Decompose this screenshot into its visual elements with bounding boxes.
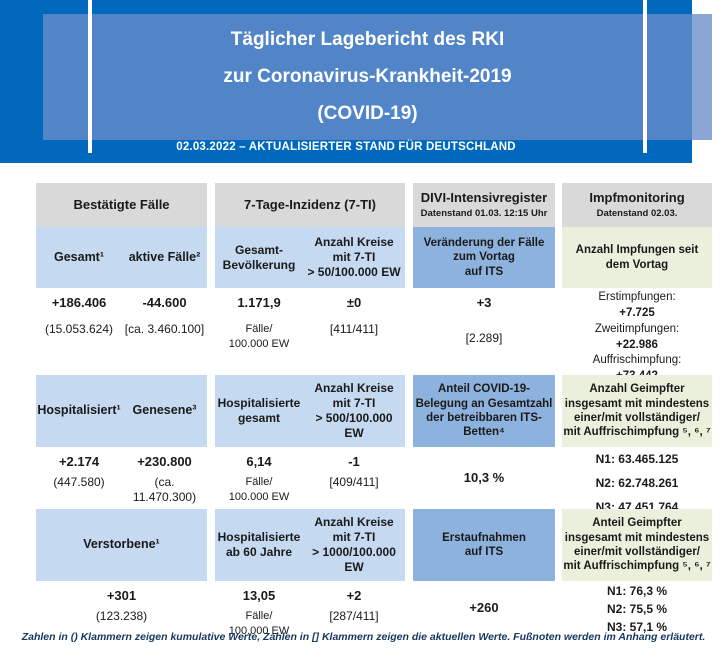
title-panel xyxy=(43,14,712,140)
deceased-values: +301 (123.238) xyxy=(36,581,207,635)
hospitalized-delta: +2.174 xyxy=(58,454,100,469)
deceased-delta: +301 xyxy=(106,588,137,603)
subheader-recovered: Genesene³ xyxy=(132,403,197,418)
hospitalized-incidence-unit: Fälle/ 100.000 EW xyxy=(228,476,290,504)
group-header-7-day-incidence: 7-Tage-Inzidenz (7-TI) xyxy=(215,183,405,227)
active-cases-current: [ca. 3.460.100] xyxy=(124,322,205,337)
districts-over-1000-values: +2 [287/411] xyxy=(303,581,405,635)
deceased-cumulative: (123.238) xyxy=(95,609,148,624)
hospitalized-60plus-values: 13,05 Fälle/ 100.000 EW xyxy=(215,581,303,637)
subheader-hospitalized-60plus: Hospitalisierte ab 60 Jahre xyxy=(217,530,301,559)
group-header-vaccination-label: Impfmonitoring xyxy=(589,189,685,205)
divi-change-delta: +3 xyxy=(476,295,492,310)
vaccinated-shares-values: N1: 76,3 % N2: 75,5 % N3: 57,1 % xyxy=(562,581,712,635)
decorative-line-left xyxy=(88,0,92,153)
incidence-row3-subheaders: Hospitalisierte ab 60 Jahre Anzahl Kreis… xyxy=(215,509,405,581)
title-line-2: zur Coronavirus-Krankheit-2019 xyxy=(223,66,512,87)
confirmed-total-cumulative: (15.053.624) xyxy=(44,322,114,337)
second-vaccination-value: +22.986 xyxy=(616,338,658,351)
group-header-confirmed-label: Bestätigte Fälle xyxy=(73,196,170,212)
active-cases-values: -44.600 [ca. 3.460.100] xyxy=(122,288,207,375)
hospitalized-incidence-value: 6,14 xyxy=(246,454,272,469)
footnote-legend: Zahlen in () Klammern zeigen kumulative … xyxy=(21,631,706,643)
divi-change-values: +3 [2.289] xyxy=(413,288,555,375)
divi-row3-header: Erstaufnahmen auf ITS xyxy=(413,509,555,581)
vaccinated-totals-values: N1: 63.465.125 N2: 62.748.261 N3: 47.451… xyxy=(562,447,712,514)
hospitalized-recovered-headers: Hospitalisiert¹ Genesene³ xyxy=(36,375,207,447)
its-first-admissions-value: +260 xyxy=(469,599,499,615)
districts-over-1000-delta: +2 xyxy=(346,588,362,603)
subheader-total-population: Gesamt- Bevölkerung xyxy=(222,242,296,272)
incidence-total-unit: Fälle/ 100.000 EW xyxy=(228,323,290,351)
hospitalized-cumulative: (447.580) xyxy=(53,475,105,490)
divi-row2-header: Anteil COVID-19- Belegung an Gesamtzahl … xyxy=(413,375,555,447)
its-occupancy-share-value: 10,3 % xyxy=(463,469,505,485)
group-header-incidence-label: 7-Tage-Inzidenz (7-TI) xyxy=(244,196,376,212)
group-header-vaccination-monitoring: Impfmonitoring Datenstand 02.03. xyxy=(562,183,712,227)
subheader-districts-over-50: Anzahl Kreise mit 7-TI > 50/100.000 EW xyxy=(307,235,401,279)
group-header-confirmed-cases: Bestätigte Fälle xyxy=(36,183,207,227)
hospitalized-values: +2.174 (447.580) xyxy=(36,447,122,509)
second-vaccination-label: Zweitimpfungen: xyxy=(594,322,680,335)
divi-change-current: [2.289] xyxy=(465,331,503,346)
booster-vaccination-label: Auffrischimpfung: xyxy=(592,354,682,367)
divi-row1-header: Veränderung der Fälle zum Vortag auf ITS xyxy=(413,227,555,288)
vaccinations-since-yesterday-values: Erstimpfungen: +7.725 Zweitimpfungen: +2… xyxy=(562,288,712,382)
vaccinated-n2-total: N2: 62.748.261 xyxy=(595,476,679,490)
incidence-total-value: 1.171,9 xyxy=(237,295,281,310)
districts-over-1000-current: [287/411] xyxy=(329,609,379,624)
divi-data-status: Datenstand 01.03. 12:15 Uhr xyxy=(420,208,548,220)
incidence-total-values: 1.171,9 Fälle/ 100.000 EW xyxy=(215,288,303,375)
hospitalized-60plus-unit: Fälle/ 100.000 EW xyxy=(228,610,290,638)
recovered-cumulative: (ca. 11.470.300) xyxy=(132,475,197,505)
confirmed-total-delta: +186.406 xyxy=(51,295,107,310)
subheader-total: Gesamt¹ xyxy=(53,249,105,264)
subheader-active-cases: aktive Fälle² xyxy=(128,249,201,264)
title-line-1: Täglicher Lagebericht des RKI xyxy=(230,29,505,50)
subheader-districts-over-1000: Anzahl Kreise mit 7-TI > 1000/100.000 EW xyxy=(312,515,396,574)
group-header-divi-register: DIVI-Intensivregister Datenstand 01.03. … xyxy=(413,183,555,227)
vaccination-data-status: Datenstand 02.03. xyxy=(596,208,678,220)
incidence-row1-subheaders: Gesamt- Bevölkerung Anzahl Kreise mit 7-… xyxy=(215,227,405,288)
districts-over-50-delta: ±0 xyxy=(346,295,362,310)
confirmed-subheaders: Gesamt¹ aktive Fälle² xyxy=(36,227,207,288)
group-header-divi-label: DIVI-Intensivregister xyxy=(420,189,548,205)
vaccinated-n1-share: N1: 76,3 % xyxy=(606,584,668,598)
hospitalized-incidence-values: 6,14 Fälle/ 100.000 EW xyxy=(215,447,303,509)
vaccinated-n1-total: N1: 63.465.125 xyxy=(595,452,679,466)
incidence-row2-subheaders: Hospitalisierte gesamt Anzahl Kreise mit… xyxy=(215,375,405,447)
first-vaccination-value: +7.725 xyxy=(619,306,655,319)
confirmed-total-values: +186.406 (15.053.624) xyxy=(36,288,122,375)
vaccinated-n3-share: N3: 57,1 % xyxy=(606,620,668,634)
districts-over-500-current: [409/411] xyxy=(329,475,379,490)
subheader-hospitalized-total: Hospitalisierte gesamt xyxy=(217,396,301,425)
report-date-line: 02.03.2022 – AKTUALISIERTER STAND FÜR DE… xyxy=(176,141,516,153)
subheader-districts-over-500: Anzahl Kreise mit 7-TI > 500/100.000 EW xyxy=(314,381,394,440)
recovered-values: +230.800 (ca. 11.470.300) xyxy=(122,447,207,509)
decorative-line-right xyxy=(643,0,647,153)
first-vaccination-label: Erstimpfungen: xyxy=(598,291,676,303)
districts-over-50-values: ±0 [411/411] xyxy=(303,288,405,375)
districts-over-500-delta: -1 xyxy=(348,454,360,469)
vaccination-row2-header: Anzahl Geimpfter insgesamt mit mindesten… xyxy=(562,375,712,447)
report-title: Täglicher Lagebericht des RKI zur Corona… xyxy=(90,21,645,132)
title-line-3: (COVID-19) xyxy=(317,103,418,124)
hospitalized-60plus-value: 13,05 xyxy=(242,588,276,603)
vaccination-row3-header: Anteil Geimpfter insgesamt mit mindesten… xyxy=(562,509,712,581)
active-cases-delta: -44.600 xyxy=(142,295,187,310)
recovered-delta: +230.800 xyxy=(137,454,192,469)
subheader-hospitalized: Hospitalisiert¹ xyxy=(37,403,121,418)
districts-over-50-current: [411/411] xyxy=(329,322,379,337)
districts-over-500-values: -1 [409/411] xyxy=(303,447,405,509)
vaccinated-n2-share: N2: 75,5 % xyxy=(606,602,668,616)
vaccination-row1-header: Anzahl Impfungen seit dem Vortag xyxy=(562,227,712,288)
deceased-header: Verstorbene¹ xyxy=(36,509,207,581)
